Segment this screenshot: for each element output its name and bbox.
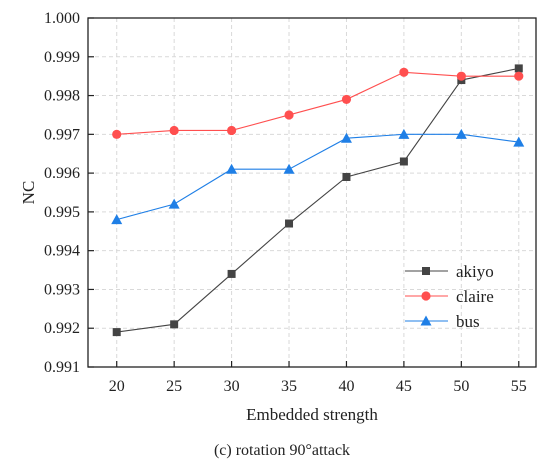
legend-label-bus: bus: [456, 312, 480, 331]
plot-frame: [87, 17, 537, 368]
data-point-bus: [513, 136, 525, 147]
data-point-bus: [111, 214, 123, 225]
legend-marker-claire: [421, 291, 431, 301]
x-tick-label: 25: [166, 378, 182, 395]
data-point-akiyo: [112, 328, 121, 337]
data-point-claire: [341, 94, 352, 105]
legend-marker-akiyo: [422, 267, 430, 275]
legend-label-akiyo: akiyo: [456, 262, 494, 281]
legend-item-bus: bus: [405, 312, 480, 331]
data-point-claire: [169, 125, 179, 136]
data-point-bus: [283, 163, 295, 174]
x-tick-label: 40: [338, 378, 354, 395]
data-point-akiyo: [342, 172, 351, 181]
y-tick-label: 0.997: [44, 126, 80, 143]
data-point-bus: [398, 128, 410, 139]
y-tick-label: 0.994: [44, 243, 80, 260]
data-point-akiyo: [227, 269, 236, 278]
data-point-bus: [168, 198, 180, 209]
data-point-claire: [514, 71, 524, 81]
legend: akiyo claire bus: [405, 262, 494, 331]
series-akiyo: [112, 64, 523, 337]
y-tick-label: 0.992: [44, 320, 80, 337]
data-point-claire: [284, 110, 294, 120]
data-point-bus: [340, 132, 352, 143]
x-tick-label: 45: [396, 378, 412, 395]
y-tick-label: 0.996: [44, 165, 80, 182]
data-point-akiyo: [399, 157, 408, 166]
legend-label-claire: claire: [456, 287, 494, 306]
x-tick-label: 50: [453, 378, 469, 395]
y-tick-label: 0.999: [44, 49, 80, 66]
data-point-claire: [456, 71, 466, 81]
figure-caption: (c) rotation 90°attack: [214, 442, 350, 459]
y-tick-label: 0.993: [44, 281, 80, 298]
x-tick-label: 55: [511, 378, 527, 395]
y-tick-label: 0.998: [44, 88, 80, 105]
data-point-akiyo: [514, 64, 523, 73]
series-line-claire: [116, 71, 519, 135]
x-tick-label: 30: [224, 378, 240, 395]
x-tick-label: 20: [109, 378, 125, 395]
x-tick-label: 35: [281, 378, 297, 395]
data-point-claire: [226, 125, 237, 136]
series-line-bus: [116, 133, 519, 221]
y-tick-label: 0.995: [44, 204, 80, 221]
data-point-claire: [112, 129, 122, 139]
series-bus: [111, 128, 525, 225]
series-claire: [112, 67, 524, 139]
data-point-akiyo: [170, 320, 179, 329]
legend-item-akiyo: akiyo: [405, 262, 494, 281]
legend-item-claire: claire: [405, 287, 494, 306]
y-tick-label: 1.000: [44, 10, 80, 27]
data-point-bus: [226, 163, 238, 174]
data-point-bus: [455, 128, 467, 139]
data-point-akiyo: [285, 219, 294, 228]
series-line-akiyo: [116, 67, 519, 333]
y-axis-label: NC: [19, 181, 38, 205]
x-axis-label: Embedded strength: [246, 405, 378, 424]
legend-marker-bus: [420, 315, 432, 326]
data-point-claire: [399, 67, 409, 77]
axis-ticks: 0.991 0.992 0.993 0.994 0.995 0.996 0.997 0.998…: [44, 10, 527, 395]
y-tick-label: 0.991: [44, 359, 80, 376]
series-layer: [111, 64, 525, 337]
